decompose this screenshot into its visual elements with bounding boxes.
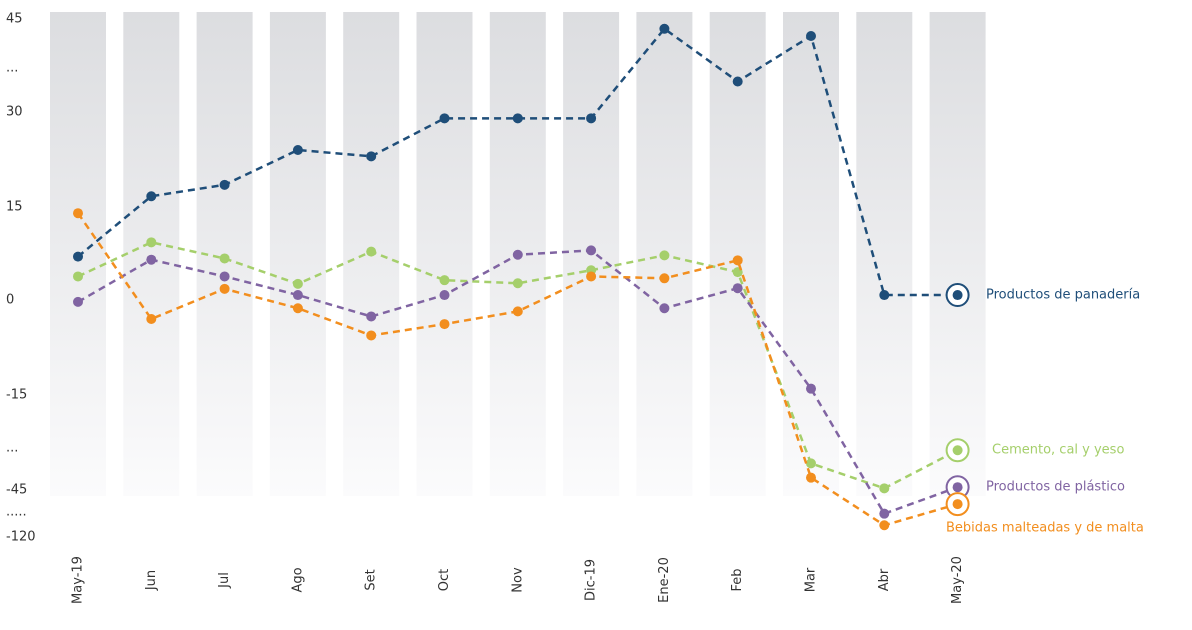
series-label: Productos de plástico xyxy=(986,480,1125,495)
icon-glyph xyxy=(952,290,963,301)
icon-glyph xyxy=(952,482,963,493)
point xyxy=(512,113,523,124)
x-tick-label: Ago xyxy=(290,567,305,592)
series-label: Cemento, cal y yeso xyxy=(992,443,1124,458)
series-label: Bebidas malteadas y de malta xyxy=(946,521,1144,536)
icon-glyph xyxy=(952,499,963,510)
point xyxy=(366,246,377,257)
x-tick-label: Ene-20 xyxy=(657,557,672,603)
x-tick-label: Mar xyxy=(804,567,819,592)
point xyxy=(512,249,523,260)
point xyxy=(73,296,83,307)
point xyxy=(292,303,303,314)
point xyxy=(879,508,890,519)
point xyxy=(219,271,230,282)
point xyxy=(366,311,377,322)
point xyxy=(439,113,450,124)
column-band xyxy=(416,12,473,496)
column-band xyxy=(709,12,766,496)
point xyxy=(146,254,157,265)
point xyxy=(659,250,670,261)
point xyxy=(439,319,450,330)
point xyxy=(73,251,83,262)
point xyxy=(292,290,303,301)
point xyxy=(732,76,743,87)
y-tick-label: -45 xyxy=(6,483,27,498)
point xyxy=(806,30,816,41)
point xyxy=(732,283,743,294)
point xyxy=(512,306,523,317)
x-tick-label: Abr xyxy=(877,568,892,591)
point xyxy=(586,271,597,282)
icon-glyph xyxy=(952,445,963,456)
point xyxy=(879,520,890,531)
x-tick-label: May-20 xyxy=(950,556,965,604)
point xyxy=(73,208,83,219)
point xyxy=(806,383,816,394)
point xyxy=(659,273,670,284)
point xyxy=(659,23,670,34)
point xyxy=(659,303,670,314)
point xyxy=(586,113,597,124)
x-tick-label: Nov xyxy=(510,567,525,593)
point xyxy=(366,151,377,162)
point xyxy=(732,255,743,266)
y-tick-label: ... xyxy=(6,441,18,456)
point xyxy=(439,290,450,301)
point xyxy=(146,237,157,248)
series-label: Productos de panadería xyxy=(986,288,1140,303)
x-tick-label: Feb xyxy=(730,568,745,591)
x-tick-label: Jun xyxy=(144,570,159,591)
x-tick-label: Oct xyxy=(437,569,452,591)
point xyxy=(879,290,890,301)
x-tick-label: Set xyxy=(364,569,379,590)
y-tick-label: 0 xyxy=(6,293,14,308)
point xyxy=(806,472,816,483)
column-band xyxy=(929,12,986,496)
point xyxy=(292,278,303,289)
point xyxy=(73,271,83,282)
y-tick-label: ..... xyxy=(6,505,27,520)
point xyxy=(586,245,597,256)
point xyxy=(512,278,523,289)
column-band xyxy=(856,12,913,496)
y-tick-label: -15 xyxy=(6,388,27,403)
column-band xyxy=(269,12,326,496)
y-tick-label: 30 xyxy=(6,105,23,120)
point xyxy=(292,145,303,155)
point xyxy=(219,253,230,264)
column-band xyxy=(123,12,180,496)
y-tick-label: -120 xyxy=(6,530,36,545)
y-tick-label: ... xyxy=(6,61,18,76)
x-tick-label: Dic-19 xyxy=(584,559,599,601)
point xyxy=(366,330,377,341)
point xyxy=(219,179,230,190)
point xyxy=(879,483,890,494)
x-tick-label: Jul xyxy=(217,572,232,589)
x-tick-label: May-19 xyxy=(71,556,86,604)
point xyxy=(806,458,816,469)
point xyxy=(146,314,157,324)
point xyxy=(146,191,157,202)
y-tick-label: 45 xyxy=(6,12,23,27)
point xyxy=(439,275,450,286)
point xyxy=(219,283,230,294)
y-tick-label: 15 xyxy=(6,200,23,215)
